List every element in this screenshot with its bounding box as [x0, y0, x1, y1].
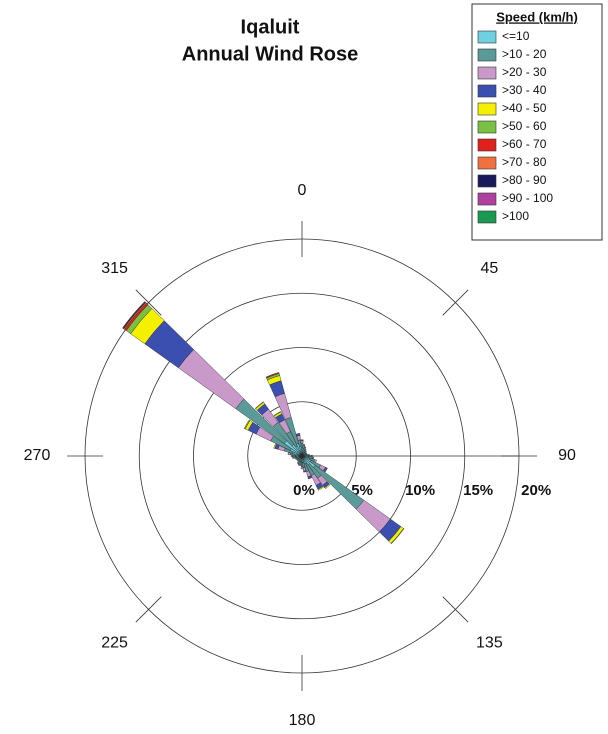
- petal-segment: [243, 419, 251, 430]
- angle-tick-label: 180: [289, 712, 316, 729]
- legend-swatch: [477, 102, 497, 116]
- angle-tick: [135, 596, 162, 623]
- legend-swatch: [477, 174, 497, 188]
- angle-tick-label: 135: [476, 635, 503, 652]
- petal-segment: [296, 433, 301, 437]
- petal-segment: [290, 454, 293, 458]
- legend-swatch: [477, 138, 497, 152]
- legend-label: >10 - 20: [502, 47, 547, 61]
- petal-segment: [304, 450, 307, 454]
- petal-segment: [307, 475, 313, 480]
- angle-tick: [135, 289, 162, 316]
- chart-title: Iqaluit: [241, 16, 300, 38]
- legend-label: >60 - 70: [502, 137, 547, 151]
- angle-tick: [442, 289, 469, 316]
- legend-swatch: [477, 84, 497, 98]
- petal-segment: [292, 456, 294, 459]
- angle-tick-label: 315: [101, 260, 128, 277]
- angle-tick-label: 90: [558, 447, 576, 464]
- petal-segment: [265, 372, 280, 379]
- angle-tick-label: 225: [101, 635, 128, 652]
- petal-segment: [304, 446, 307, 449]
- petal-segment: [273, 411, 282, 417]
- legend-title: Speed (km/h): [496, 9, 578, 24]
- petal-segment: [287, 452, 291, 456]
- petal-segment: [296, 461, 299, 465]
- petal-segment: [303, 470, 307, 473]
- angle-tick-label: 0: [298, 182, 307, 199]
- legend-swatch: [477, 30, 497, 44]
- legend-swatch: [477, 66, 497, 80]
- petal-segment: [312, 456, 315, 460]
- petal-segment: [311, 454, 314, 458]
- legend-label: >100: [502, 209, 529, 223]
- petal-segment: [302, 443, 306, 446]
- legend-swatch: [477, 192, 497, 206]
- r-tick-label: 10%: [405, 482, 435, 499]
- legend-label: >80 - 90: [502, 173, 547, 187]
- petal-segment: [304, 448, 307, 452]
- petal-segment: [324, 483, 331, 489]
- legend-swatch: [477, 156, 497, 170]
- petal-segment: [297, 463, 300, 466]
- legend-label: >50 - 60: [502, 119, 547, 133]
- petal-segment: [178, 349, 245, 410]
- legend-swatch: [477, 120, 497, 134]
- petal-segment: [122, 301, 146, 329]
- angle-tick: [442, 596, 469, 623]
- chart-subtitle: Annual Wind Rose: [182, 43, 358, 65]
- legend-label: >20 - 30: [502, 65, 547, 79]
- legend-label: >30 - 40: [502, 83, 547, 97]
- angle-tick-label: 45: [480, 260, 498, 277]
- petal-segment: [323, 466, 328, 473]
- angle-tick-label: 270: [24, 447, 51, 464]
- petal-segment: [313, 459, 317, 463]
- legend-label: >40 - 50: [502, 101, 547, 115]
- legend-label: <=10: [502, 29, 530, 43]
- petal-segment: [300, 440, 304, 444]
- petal-segment: [273, 443, 277, 449]
- petal-segment: [300, 439, 304, 442]
- legend-swatch: [477, 210, 497, 224]
- r-tick-label: 20%: [521, 482, 551, 499]
- legend-label: >70 - 80: [502, 155, 547, 169]
- legend-label: >90 - 100: [502, 191, 553, 205]
- r-tick-label: 0%: [293, 482, 315, 499]
- petal-segment: [317, 486, 324, 491]
- petal-segment: [390, 528, 405, 545]
- petal-segment: [300, 466, 304, 470]
- legend-swatch: [477, 48, 497, 62]
- r-tick-label: 15%: [463, 482, 493, 499]
- petal-segment: [254, 401, 264, 410]
